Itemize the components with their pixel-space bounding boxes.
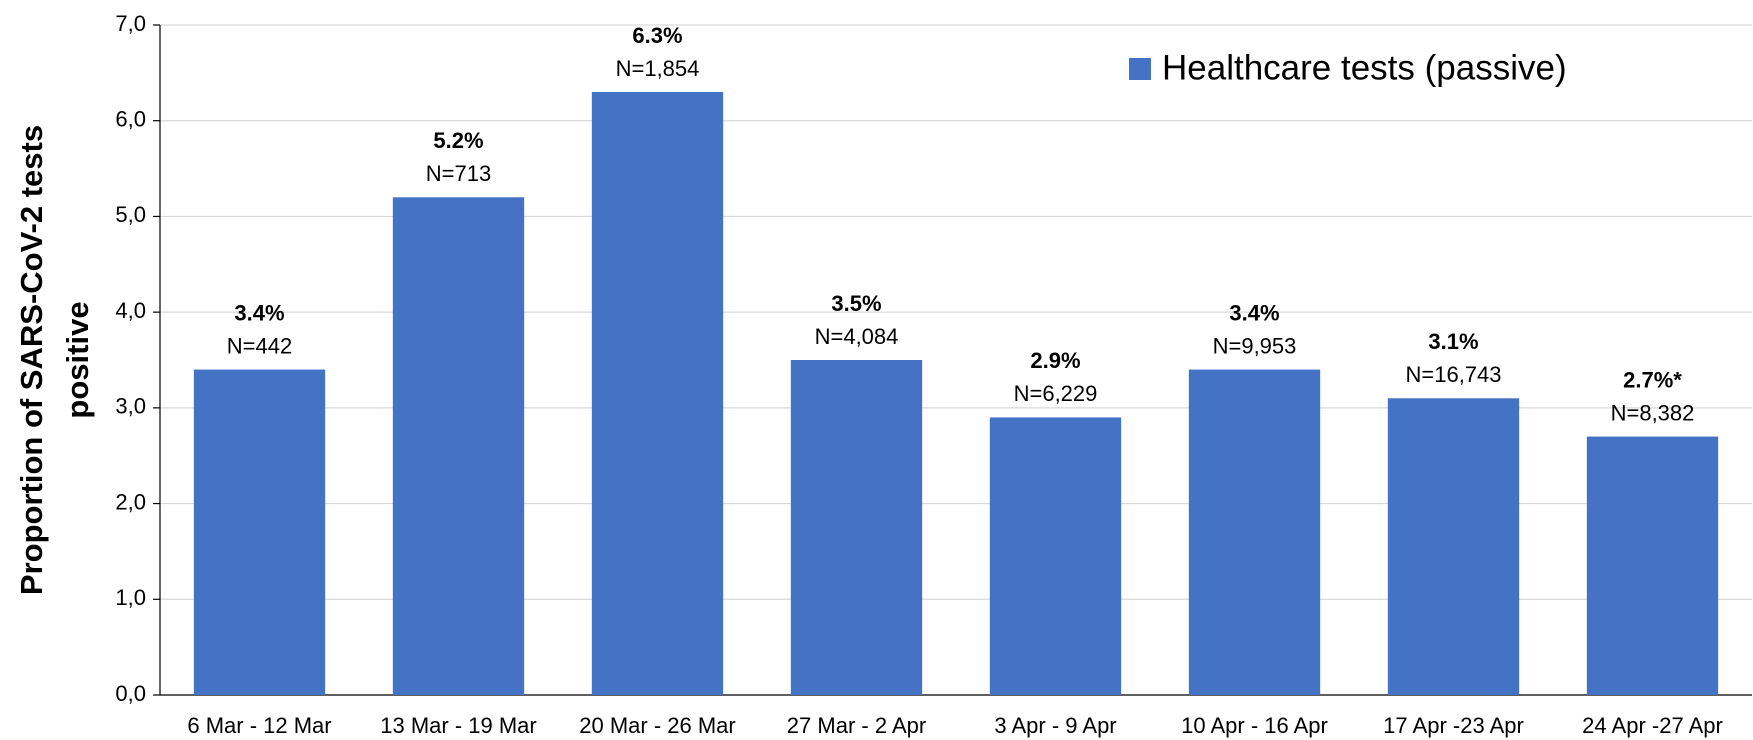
- value-label: 2.9%: [1030, 348, 1080, 373]
- value-label: 3.5%: [831, 291, 881, 316]
- sample-label: N=442: [227, 333, 292, 358]
- bar: [790, 360, 923, 695]
- sample-label: N=1,854: [616, 56, 700, 81]
- sample-label: N=713: [426, 161, 491, 186]
- legend-label: Healthcare tests (passive): [1162, 48, 1567, 87]
- y-tick-label: 1,0: [115, 585, 146, 610]
- bar: [1586, 436, 1719, 695]
- bar: [989, 417, 1122, 695]
- x-tick-label: 10 Apr - 16 Apr: [1181, 713, 1328, 738]
- y-tick-label: 4,0: [115, 298, 146, 323]
- value-label: 3.4%: [1229, 300, 1279, 325]
- y-tick-label: 7,0: [115, 11, 146, 36]
- x-tick-label: 24 Apr -27 Apr: [1582, 713, 1723, 738]
- y-axis-title: Proportion of SARS-CoV-2 tests: [14, 125, 49, 595]
- y-axis-title: positive: [60, 301, 95, 418]
- bar: [591, 92, 724, 695]
- value-label: 6.3%: [632, 23, 682, 48]
- x-tick-label: 17 Apr -23 Apr: [1383, 713, 1524, 738]
- value-label: 2.7%*: [1623, 367, 1682, 392]
- x-tick-label: 6 Mar - 12 Mar: [187, 713, 331, 738]
- sample-label: N=8,382: [1611, 400, 1695, 425]
- bar: [1387, 398, 1520, 695]
- sample-label: N=9,953: [1213, 333, 1297, 358]
- x-tick-label: 3 Apr - 9 Apr: [994, 713, 1116, 738]
- y-tick-label: 3,0: [115, 394, 146, 419]
- value-label: 3.1%: [1428, 329, 1478, 354]
- x-tick-label: 27 Mar - 2 Apr: [787, 713, 926, 738]
- value-label: 3.4%: [234, 300, 284, 325]
- bar: [1188, 369, 1321, 695]
- y-tick-label: 2,0: [115, 489, 146, 514]
- value-label: 5.2%: [433, 128, 483, 153]
- bar: [193, 369, 326, 695]
- x-tick-label: 20 Mar - 26 Mar: [579, 713, 736, 738]
- x-tick-label: 13 Mar - 19 Mar: [380, 713, 537, 738]
- y-tick-label: 6,0: [115, 107, 146, 132]
- y-tick-label: 0,0: [115, 681, 146, 706]
- bar: [392, 197, 525, 696]
- sample-label: N=4,084: [815, 324, 899, 349]
- sample-label: N=6,229: [1014, 381, 1098, 406]
- y-tick-label: 5,0: [115, 202, 146, 227]
- sample-label: N=16,743: [1405, 362, 1501, 387]
- legend-swatch: [1129, 58, 1151, 80]
